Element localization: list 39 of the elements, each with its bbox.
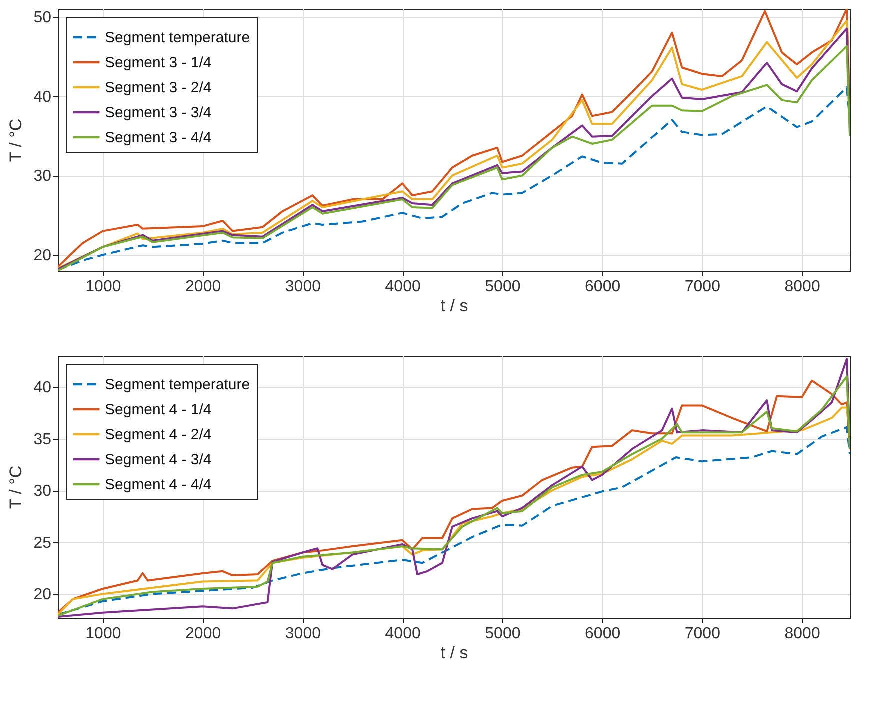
x-tick-label: 2000 — [186, 278, 222, 296]
x-tick-label: 7000 — [684, 278, 721, 296]
x-tick-label: 4000 — [385, 278, 421, 296]
y-tick-label: 40 — [34, 380, 52, 397]
x-tick-label: 8000 — [784, 278, 820, 296]
y-tick-label: 50 — [34, 9, 52, 26]
legend-label: Segment 4 - 1/4 — [105, 402, 212, 418]
y-axis-title: T / °C — [6, 466, 26, 510]
x-tick-label: 8000 — [784, 626, 820, 642]
x-tick-label: 1000 — [86, 278, 122, 296]
legend-label: Segment 3 - 2/4 — [105, 80, 212, 96]
x-tick-label: 4000 — [385, 626, 421, 642]
y-axis-title: T / °C — [6, 118, 26, 162]
x-tick-label: 3000 — [285, 626, 322, 642]
legend-label: Segment 4 - 3/4 — [105, 452, 212, 468]
y-tick-label: 25 — [34, 534, 52, 552]
y-tick-label: 35 — [34, 431, 52, 448]
y-tick-label: 20 — [34, 586, 52, 604]
x-tick-label: 7000 — [684, 626, 721, 642]
legend-label: Segment 3 - 4/4 — [105, 130, 212, 146]
x-tick-label: 5000 — [485, 278, 521, 296]
x-tick-label: 6000 — [585, 278, 621, 296]
x-axis-title: t / s — [440, 644, 468, 662]
legend-label: Segment temperature — [105, 376, 250, 394]
x-tick-label: 3000 — [285, 278, 322, 296]
legend-label: Segment 4 - 4/4 — [105, 476, 212, 494]
y-tick-label: 30 — [34, 483, 52, 500]
legend-label: Segment temperature — [105, 30, 250, 46]
legend-label: Segment 3 - 3/4 — [105, 104, 212, 122]
x-axis-title: t / s — [440, 296, 468, 316]
y-tick-label: 30 — [34, 168, 52, 186]
x-tick-label: 2000 — [186, 626, 222, 642]
x-tick-label: 5000 — [485, 626, 521, 642]
legend-label: Segment 3 - 1/4 — [105, 54, 212, 72]
legend-label: Segment 4 - 2/4 — [105, 426, 212, 444]
x-tick-label: 1000 — [86, 626, 122, 642]
y-tick-label: 20 — [34, 248, 52, 265]
x-tick-label: 6000 — [585, 626, 621, 642]
y-tick-label: 40 — [34, 88, 52, 106]
